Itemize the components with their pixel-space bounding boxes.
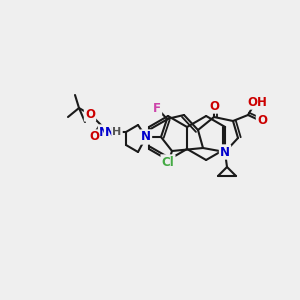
Text: Cl: Cl [162,155,174,169]
Text: H: H [112,127,122,137]
Text: F: F [153,101,161,115]
Text: O: O [89,130,99,143]
Text: O: O [85,107,95,121]
Text: H: H [109,125,119,139]
Text: N: N [141,130,151,143]
Text: N: N [99,125,109,139]
Text: N: N [105,125,115,139]
Text: N: N [220,146,230,158]
Text: O: O [209,100,219,112]
Text: OH: OH [247,95,267,109]
Text: O: O [257,115,267,128]
